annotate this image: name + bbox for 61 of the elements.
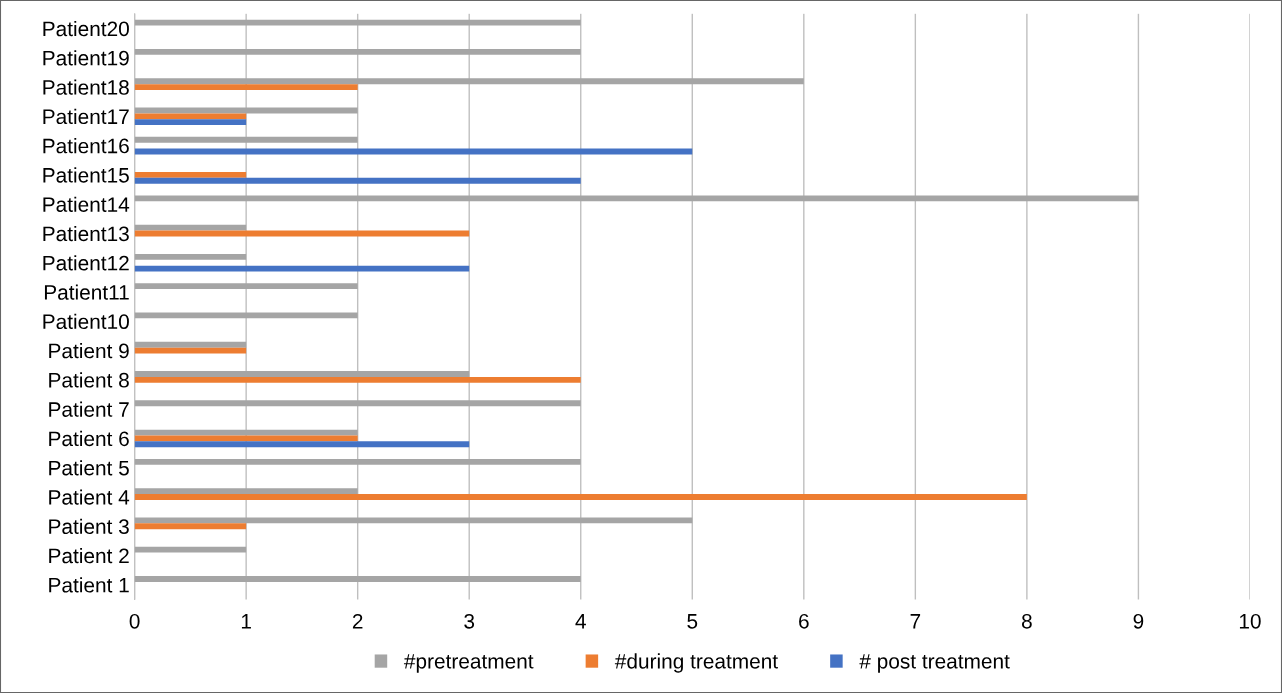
bar	[134, 458, 581, 465]
bar	[134, 49, 581, 55]
y-tick-label: Patient12	[43, 255, 129, 271]
y-tick-label: Patient 6	[49, 430, 129, 447]
y-tick-label: Patient18	[43, 79, 129, 95]
bar	[134, 400, 581, 407]
y-tick-label: Patient 9	[49, 343, 129, 359]
bar	[134, 78, 804, 85]
x-tick-label: 0	[129, 613, 140, 629]
bar	[134, 283, 358, 290]
x-tick-label: 9	[1133, 613, 1144, 629]
bar	[134, 195, 1139, 202]
bar	[134, 113, 247, 120]
bar	[134, 546, 247, 553]
y-tick-label: Patient11	[44, 284, 129, 300]
y-tick-label: Patient 8	[49, 372, 129, 388]
bar	[134, 84, 358, 90]
bar	[134, 171, 247, 178]
x-tick-label: 10	[1239, 613, 1261, 629]
y-tick-label: Patient 3	[49, 518, 129, 534]
bar	[134, 265, 470, 272]
y-tick-label: Patient10	[43, 313, 129, 330]
y-tick-label: Patient19	[43, 50, 129, 66]
y-tick-label: Patient 2	[49, 547, 129, 564]
y-tick-label: Patient 5	[49, 460, 129, 476]
x-tick-label: 5	[687, 614, 698, 629]
bar	[134, 517, 693, 524]
y-tick-label: Patient 1	[49, 577, 129, 593]
y-tick-label: Patient20	[43, 20, 129, 37]
bar	[134, 177, 581, 184]
legend-label: # post treatment	[859, 654, 1010, 673]
bar	[134, 136, 358, 143]
bar	[134, 376, 581, 383]
x-tick-label: 6	[799, 613, 809, 629]
bar	[134, 341, 247, 348]
bar	[134, 371, 470, 377]
bar	[134, 224, 247, 231]
x-tick-label: 2	[352, 613, 363, 629]
y-tick-label: Patient16	[43, 138, 129, 154]
y-tick-label: Patient17	[43, 108, 129, 125]
x-tick-label: 3	[464, 613, 475, 629]
x-tick-label: 4	[575, 614, 586, 629]
bar	[134, 494, 1027, 500]
x-tick-label: 8	[1021, 613, 1032, 629]
x-tick-label: 1	[241, 614, 251, 629]
bar	[134, 253, 247, 260]
bar	[134, 19, 581, 26]
bar	[134, 488, 358, 495]
y-tick-label: Patient13	[43, 225, 129, 242]
legend-label: #during treatment	[614, 653, 778, 673]
legend-label: #pretreatment	[403, 654, 534, 673]
bar	[134, 523, 247, 530]
bar	[134, 119, 247, 126]
x-tick-label: 7	[910, 614, 921, 629]
bar	[134, 435, 358, 442]
y-tick-label: Patient 7	[49, 401, 129, 417]
y-tick-label: Patient 4	[49, 489, 130, 505]
y-tick-label: Patient15	[43, 167, 129, 183]
bar	[134, 576, 581, 582]
y-tick-label: Patient14	[43, 196, 130, 212]
bar	[134, 441, 470, 448]
